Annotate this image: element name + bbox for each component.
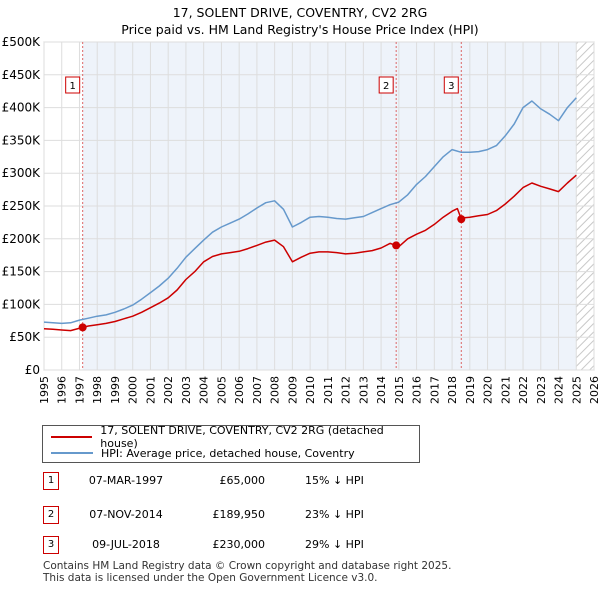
chart-subtitle: Price paid vs. HM Land Registry's House …: [121, 22, 479, 37]
chart-title: 17, SOLENT DRIVE, COVENTRY, CV2 2RG: [172, 5, 428, 20]
x-tick-label: 2021: [499, 376, 512, 404]
x-tick-label: 2023: [535, 376, 548, 404]
y-tick-label: £400K: [2, 101, 42, 115]
sale-row: 1 07-MAR-1997 £65,000 15% ↓ HPI: [43, 472, 443, 490]
sale-label-box: [378, 76, 394, 94]
x-tick-label: 2018: [446, 376, 459, 404]
footer-line: This data is licensed under the Open Gov…: [43, 572, 378, 584]
sale-label-box: [65, 76, 81, 94]
x-tick-label: 1997: [73, 376, 86, 404]
legend-item-price: 17, SOLENT DRIVE, COVENTRY, CV2 2RG (det…: [51, 424, 419, 450]
y-tick-label: £300K: [2, 166, 42, 180]
legend-label-price: 17, SOLENT DRIVE, COVENTRY, CV2 2RG (det…: [100, 424, 384, 450]
x-tick-label: 1998: [91, 376, 104, 404]
x-tick-label: 2011: [322, 376, 335, 404]
sale-date: 07-NOV-2014: [89, 508, 163, 521]
sale-price: £65,000: [219, 474, 266, 487]
sale-date: 09-JUL-2018: [92, 538, 160, 551]
x-tick-label: 1995: [38, 376, 51, 404]
x-tick-label: 2024: [553, 376, 566, 404]
sale-label-text: 2: [383, 81, 389, 92]
x-tick-label: 2010: [304, 376, 317, 404]
x-tick-label: 2009: [286, 376, 299, 404]
hpi-line: [43, 97, 577, 325]
x-tick-label: 2017: [428, 376, 441, 404]
x-tick-label: 2020: [482, 376, 495, 404]
legend-label-hpi: HPI: Average price, detached house, Cove…: [101, 446, 355, 460]
y-tick-label: £200K: [2, 232, 42, 246]
y-tick-label: £150K: [2, 265, 42, 279]
x-tick-label: 2001: [144, 376, 157, 404]
x-tick-label: 2026: [588, 376, 600, 404]
x-tick-label: 2003: [180, 376, 193, 404]
sale-label-text: 3: [448, 81, 454, 92]
sale-label-text: 1: [69, 81, 75, 92]
sale-point: [457, 215, 466, 224]
x-tick-label: 2025: [570, 376, 583, 404]
x-tick-label: 2000: [127, 376, 140, 404]
sale-row: 2 07-NOV-2014 £189,950 23% ↓ HPI: [43, 506, 443, 524]
x-tick-label: 2006: [233, 376, 246, 404]
sale-number-badge: 1: [43, 472, 59, 490]
price-chart: £0 £50K £100K £150K £200K £250K £300K £350K £400…: [2, 35, 600, 404]
sale-label-box: [443, 76, 459, 94]
legend-item-hpi: HPI: Average price, detached house, Cove…: [51, 446, 355, 460]
x-tick-label: 2004: [198, 376, 211, 404]
x-tick-label: 1996: [56, 376, 69, 404]
x-tick-label: 2019: [464, 376, 477, 404]
footer-attribution: Contains HM Land Registry data © Crown c…: [43, 560, 451, 584]
y-tick-label: £350K: [2, 133, 42, 147]
y-tick-label: £250K: [2, 199, 42, 213]
x-tick-label: 2014: [375, 376, 388, 404]
x-tick-label: 2008: [269, 376, 282, 404]
x-tick-label: 2002: [162, 376, 175, 404]
sale-number-badge: 2: [43, 506, 59, 524]
x-tick-label: 2015: [393, 376, 406, 404]
y-tick-label: £500K: [2, 35, 42, 49]
sale-number-badge: 3: [43, 536, 59, 554]
sale-date: 07-MAR-1997: [88, 474, 164, 487]
x-tick-label: 1999: [109, 376, 122, 404]
sale-hpi-diff: 23% ↓ HPI: [305, 508, 364, 521]
y-tick-label: £50K: [9, 330, 41, 344]
x-tick-label: 2013: [357, 376, 370, 404]
y-tick-label: £100K: [2, 297, 42, 311]
sale-hpi-diff: 29% ↓ HPI: [305, 538, 364, 551]
footer-line: Contains HM Land Registry data © Crown c…: [43, 560, 452, 572]
x-tick-label: 2016: [411, 376, 424, 404]
sale-point: [78, 323, 87, 332]
price-paid-line: [43, 174, 577, 332]
chart-legend: 17, SOLENT DRIVE, COVENTRY, CV2 2RG (det…: [42, 424, 420, 463]
sale-price: £189,950: [212, 508, 266, 521]
x-tick-label: 2012: [340, 376, 353, 404]
sale-hpi-diff: 15% ↓ HPI: [305, 474, 364, 487]
y-tick-label: £450K: [2, 68, 42, 82]
x-tick-label: 2007: [251, 376, 264, 404]
sale-row: 3 09-JUL-2018 £230,000 29% ↓ HPI: [43, 536, 443, 554]
x-tick-label: 2005: [215, 376, 228, 404]
sale-point: [392, 241, 401, 250]
legend-swatch-hpi: [51, 452, 93, 454]
x-tick-label: 2022: [517, 376, 530, 404]
legend-swatch-price: [51, 436, 93, 438]
y-tick-label: £0: [25, 363, 40, 377]
sale-price: £230,000: [212, 538, 266, 551]
